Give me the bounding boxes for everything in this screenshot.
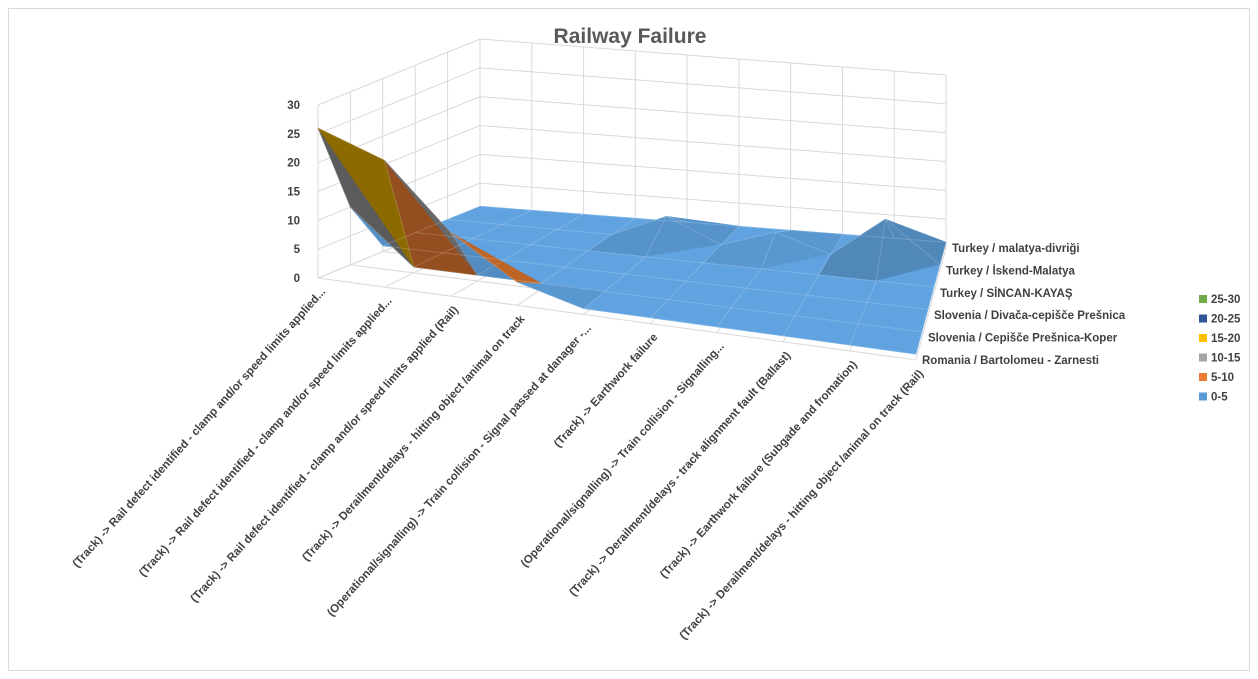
depth-tick-label: Turkey / İskend-Malatya (946, 264, 1075, 277)
surface-wire (382, 245, 929, 310)
surface-wire (716, 229, 791, 328)
legend-label: 15-20 (1211, 333, 1240, 345)
surface-wire (479, 205, 947, 243)
z-tick-label: 10 (287, 215, 300, 227)
depth-tick-label: Turkey / SİNCAN-KAYAŞ (940, 287, 1073, 300)
surface-patch (317, 127, 415, 268)
x-tick-label: (Operational/signalling) -> Train collis… (325, 322, 594, 619)
z-tick-label: 20 (287, 158, 300, 170)
surface-wire (447, 215, 941, 266)
legend: 25-30 20-25 15-20 10-15 5-10 0-5 (1199, 294, 1241, 404)
surface-wire (415, 232, 935, 288)
legend-swatch (1199, 295, 1207, 303)
legend-label: 10-15 (1211, 353, 1241, 365)
surface-wire (317, 127, 481, 247)
legend-swatch (1199, 314, 1207, 323)
surface-wire (350, 206, 923, 333)
z-tick-label: 25 (287, 129, 300, 141)
surface-patch (583, 299, 669, 319)
chart-title: Railway Failure (553, 25, 707, 48)
z-tick-label: 5 (294, 244, 301, 256)
legend-label: 25-30 (1211, 294, 1240, 306)
surface-patch (649, 307, 732, 328)
depth-tick-label: Slovenia / Divača-cepišče Prešnica (934, 310, 1126, 322)
depth-tick-label: Slovenia / Cepišče Prešnica-Koper (928, 333, 1118, 345)
legend-swatch (1199, 392, 1207, 401)
z-axis: 0 5 10 15 20 25 30 (287, 100, 300, 285)
surface-patch (384, 159, 478, 276)
legend-swatch (1199, 353, 1207, 362)
depth-tick-label: Turkey / malatya-divriği (952, 243, 1080, 255)
surface-wire (450, 213, 584, 276)
x-tick-label: (Track) -> Derailment/delays - hitting o… (678, 368, 927, 642)
z-tick-label: 30 (287, 100, 300, 112)
floor-gridline (317, 277, 917, 361)
surface-patch (849, 331, 923, 355)
surface-patch (716, 315, 796, 337)
surface-wire (915, 242, 947, 355)
legend-label: 0-5 (1211, 392, 1228, 404)
legend-swatch (1199, 373, 1207, 381)
legend-label: 20-25 (1211, 314, 1241, 326)
surface-patch (517, 281, 605, 309)
surface-wire (849, 217, 895, 346)
legend-label: 5-10 (1211, 372, 1234, 384)
surface-wire (517, 217, 636, 284)
depth-tick-label: Romania / Bartolomeu - Zarnesti (922, 355, 1099, 367)
floor-gridline (915, 247, 947, 361)
surface-wire (383, 160, 532, 268)
z-tick-label: 0 (294, 273, 300, 285)
x-axis: (Track) -> Rail defect identified - clam… (71, 286, 927, 642)
chart-frame: Railway Failure (8, 8, 1250, 671)
surface-plot (317, 127, 947, 355)
surface-wire (583, 215, 688, 310)
surface-wire (782, 233, 843, 337)
depth-axis: Romania / Bartolomeu - Zarnesti Slovenia … (922, 243, 1126, 367)
surface-patch (782, 323, 859, 346)
x-tick-label: (Track) -> Rail defect identified - clam… (189, 304, 462, 605)
surface-wire (649, 225, 740, 319)
z-tick-label: 15 (287, 187, 300, 199)
surface-wire (317, 127, 917, 355)
surface-patch (450, 232, 542, 284)
x-tick-label: (Track) -> Rail defect identified - clam… (71, 286, 329, 570)
legend-swatch (1199, 334, 1207, 342)
x-tick-label: (Track) -> Rail defect identified - clam… (137, 295, 395, 579)
